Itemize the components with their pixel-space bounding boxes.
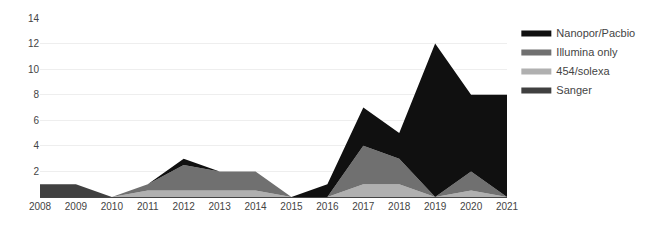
svg-text:Illumina only: Illumina only bbox=[556, 46, 618, 58]
svg-text:2014: 2014 bbox=[244, 201, 267, 212]
svg-text:2012: 2012 bbox=[173, 201, 196, 212]
svg-text:Sanger: Sanger bbox=[556, 84, 592, 96]
svg-text:2015: 2015 bbox=[280, 201, 303, 212]
svg-text:2013: 2013 bbox=[208, 201, 231, 212]
svg-text:2019: 2019 bbox=[424, 201, 447, 212]
svg-text:2020: 2020 bbox=[460, 201, 483, 212]
svg-text:8: 8 bbox=[33, 89, 39, 100]
svg-text:6: 6 bbox=[33, 115, 39, 126]
svg-text:4: 4 bbox=[33, 140, 39, 151]
svg-text:Nanopor/Pacbio: Nanopor/Pacbio bbox=[556, 27, 635, 39]
svg-text:2017: 2017 bbox=[352, 201, 375, 212]
svg-text:454/solexa: 454/solexa bbox=[556, 65, 610, 77]
svg-text:2011: 2011 bbox=[137, 201, 159, 212]
svg-text:2008: 2008 bbox=[29, 201, 52, 212]
svg-text:2016: 2016 bbox=[316, 201, 339, 212]
svg-text:14: 14 bbox=[28, 13, 40, 24]
svg-text:2009: 2009 bbox=[65, 201, 88, 212]
svg-text:2010: 2010 bbox=[101, 201, 124, 212]
svg-text:2021: 2021 bbox=[496, 201, 519, 212]
svg-text:10: 10 bbox=[28, 64, 40, 75]
svg-text:12: 12 bbox=[28, 38, 40, 49]
svg-text:2: 2 bbox=[33, 166, 39, 177]
svg-text:2018: 2018 bbox=[388, 201, 411, 212]
